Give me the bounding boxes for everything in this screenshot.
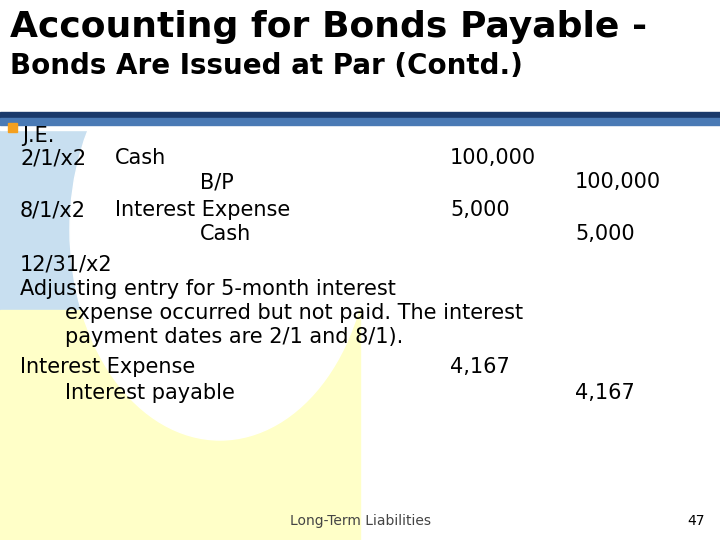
Text: 100,000: 100,000 <box>575 172 661 192</box>
Text: 2/1/x2: 2/1/x2 <box>20 148 86 168</box>
Bar <box>0 310 360 540</box>
Text: 12/31/x2: 12/31/x2 <box>20 255 112 275</box>
Text: Long-Term Liabilities: Long-Term Liabilities <box>289 514 431 528</box>
Text: 8/1/x2: 8/1/x2 <box>20 200 86 220</box>
Text: 5,000: 5,000 <box>575 224 634 244</box>
Text: 4,167: 4,167 <box>450 357 510 377</box>
Text: 47: 47 <box>688 514 705 528</box>
Text: Accounting for Bonds Payable -: Accounting for Bonds Payable - <box>10 10 647 44</box>
Bar <box>0 112 720 118</box>
Text: Cash: Cash <box>200 224 251 244</box>
Text: payment dates are 2/1 and 8/1).: payment dates are 2/1 and 8/1). <box>65 327 403 347</box>
Ellipse shape <box>70 20 370 440</box>
Text: J.E.: J.E. <box>22 126 55 146</box>
Bar <box>0 120 280 410</box>
Text: 4,167: 4,167 <box>575 383 635 403</box>
Text: Interest Expense: Interest Expense <box>20 357 195 377</box>
Text: 5,000: 5,000 <box>450 200 510 220</box>
Text: B/P: B/P <box>200 172 234 192</box>
Text: Adjusting entry for 5-month interest: Adjusting entry for 5-month interest <box>20 279 396 299</box>
Text: Bonds Are Issued at Par (Contd.): Bonds Are Issued at Par (Contd.) <box>10 52 523 80</box>
Text: 100,000: 100,000 <box>450 148 536 168</box>
Text: expense occurred but not paid. The interest: expense occurred but not paid. The inter… <box>65 303 523 323</box>
Text: Interest payable: Interest payable <box>65 383 235 403</box>
Text: Cash: Cash <box>115 148 166 168</box>
Bar <box>0 118 720 125</box>
Bar <box>8 123 17 132</box>
Bar <box>0 0 720 130</box>
Text: Interest Expense: Interest Expense <box>115 200 290 220</box>
